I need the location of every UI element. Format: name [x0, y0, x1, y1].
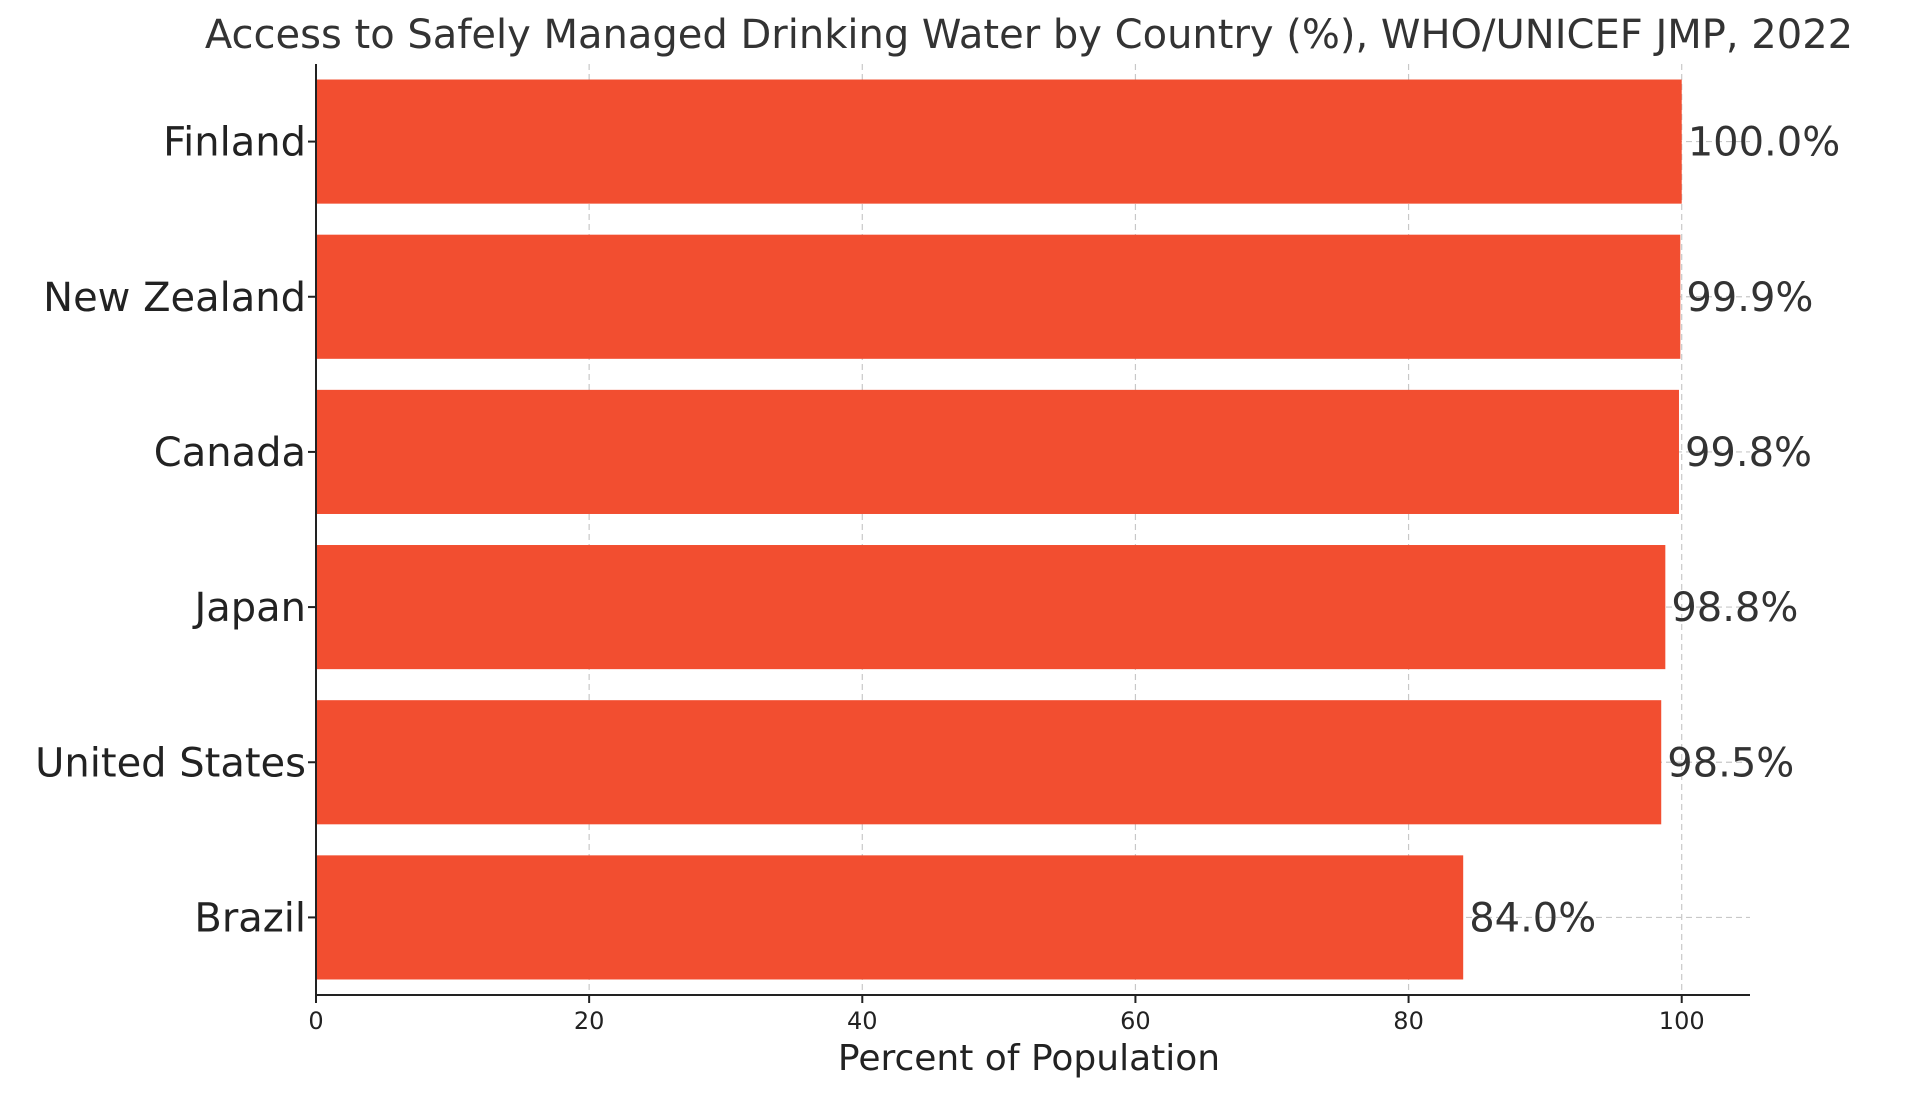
labels: Finland 100.0% New Zealand 99.9% Canada 99.8%…: [35, 120, 1840, 1035]
x-tick-label: 20: [574, 1007, 605, 1035]
chart-title: Access to Safely Managed Drinking Water …: [205, 12, 1853, 58]
bars: [316, 79, 1682, 980]
value-label: 98.8%: [1671, 585, 1798, 631]
x-tick-label: 0: [308, 1007, 323, 1035]
bar: [316, 79, 1682, 204]
x-axis-title: Percent of Population: [838, 1038, 1220, 1079]
bar: [316, 234, 1681, 359]
category-label: Canada: [154, 430, 306, 476]
x-tick-label: 80: [1393, 1007, 1424, 1035]
value-label: 99.8%: [1685, 430, 1812, 476]
value-label: 84.0%: [1469, 895, 1596, 941]
bar: [316, 700, 1662, 825]
bar: [316, 855, 1464, 980]
category-label: Brazil: [194, 895, 306, 941]
x-tick-label: 40: [847, 1007, 878, 1035]
value-label: 98.5%: [1667, 740, 1794, 786]
bar: [316, 545, 1666, 670]
x-tick-label: 60: [1120, 1007, 1151, 1035]
value-label: 99.9%: [1686, 275, 1813, 321]
value-label: 100.0%: [1688, 120, 1841, 166]
category-label: Finland: [163, 120, 306, 166]
axes: [308, 64, 1750, 1003]
category-label: United States: [35, 740, 306, 786]
x-tick-label: 100: [1659, 1007, 1705, 1035]
bar: [316, 389, 1679, 514]
category-label: New Zealand: [43, 275, 306, 321]
category-label: Japan: [191, 585, 306, 631]
